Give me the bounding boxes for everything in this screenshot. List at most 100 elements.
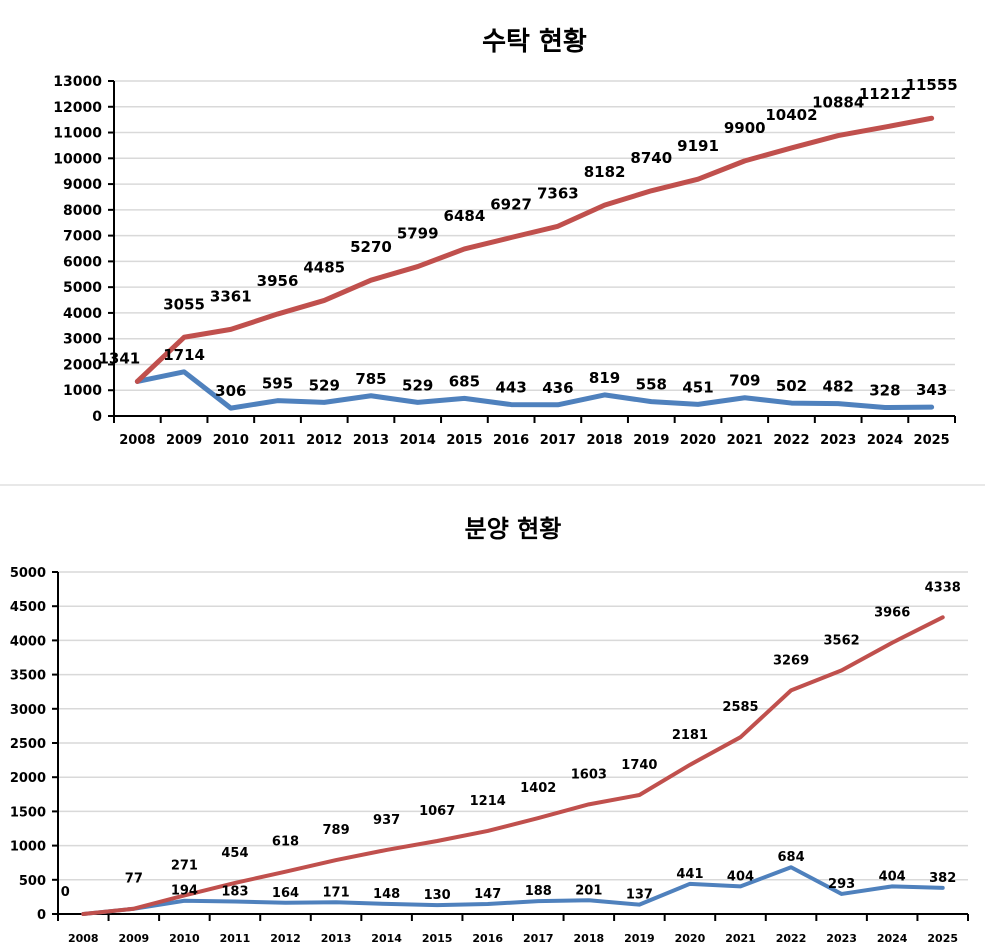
data-label-red: 1740 — [621, 758, 657, 773]
chart-title: 수탁 현황 — [482, 27, 587, 57]
data-label-red: 1402 — [520, 781, 556, 796]
x-tick-label: 2018 — [586, 433, 622, 448]
y-tick-label: 6000 — [63, 254, 102, 270]
x-tick-label: 2011 — [220, 932, 251, 945]
y-tick-label: 2000 — [10, 771, 46, 786]
data-label-red: 5270 — [350, 238, 392, 256]
y-tick-label: 5000 — [10, 566, 46, 581]
data-label-red: 1067 — [419, 804, 455, 819]
chart-title: 분양 현황 — [465, 515, 562, 543]
data-label-red: 10402 — [765, 106, 817, 124]
x-tick-label: 2020 — [680, 433, 716, 448]
data-label-red: 271 — [171, 858, 198, 873]
y-tick-label: 4000 — [10, 634, 46, 649]
y-tick-label: 3500 — [10, 669, 46, 684]
x-tick-label: 2024 — [867, 433, 903, 448]
x-tick-label: 2024 — [877, 932, 908, 945]
x-tick-label: 2008 — [119, 433, 155, 448]
data-label-red: 5799 — [397, 225, 439, 243]
data-label-blue: 451 — [682, 378, 713, 396]
x-tick-label: 2017 — [523, 932, 554, 945]
data-label-red: 1341 — [98, 349, 140, 367]
data-label-blue: 441 — [676, 867, 703, 882]
data-label-red: 2181 — [672, 728, 708, 743]
data-label-blue: 709 — [729, 372, 760, 390]
x-tick-label: 2010 — [169, 932, 200, 945]
y-tick-label: 12000 — [53, 100, 102, 116]
data-label-red: 7363 — [537, 184, 579, 202]
x-tick-label: 2009 — [166, 433, 202, 448]
x-tick-label: 2019 — [624, 932, 655, 945]
data-label-blue: 684 — [777, 850, 804, 865]
data-label-red: 11555 — [906, 76, 958, 94]
data-label-blue: 819 — [589, 369, 620, 387]
data-label-blue: 147 — [474, 887, 501, 902]
y-tick-label: 1500 — [10, 805, 46, 820]
data-label-blue: 529 — [309, 376, 340, 394]
y-tick-label: 0 — [92, 409, 102, 425]
y-tick-label: 3000 — [63, 332, 102, 348]
x-tick-label: 2015 — [446, 433, 482, 448]
x-tick-label: 2014 — [400, 433, 436, 448]
data-label-blue: 130 — [424, 888, 451, 903]
data-label-blue: 558 — [636, 376, 667, 394]
data-label-blue: 188 — [525, 884, 552, 899]
data-label-red: 1603 — [571, 767, 607, 782]
x-tick-label: 2017 — [540, 433, 576, 448]
data-label-red: 6927 — [490, 195, 532, 213]
data-label-blue: 482 — [823, 378, 854, 396]
y-tick-label: 0 — [37, 908, 46, 923]
data-label-blue: 785 — [355, 370, 386, 388]
data-label-blue: 194 — [171, 884, 198, 899]
data-label-blue: 328 — [869, 382, 900, 400]
data-label-red: 3562 — [824, 633, 860, 648]
data-label-blue: 443 — [495, 379, 526, 397]
x-tick-label: 2020 — [675, 932, 706, 945]
data-label-red: 9900 — [724, 119, 766, 137]
data-label-red: 0 — [61, 885, 70, 900]
x-tick-label: 2022 — [773, 433, 809, 448]
data-label-blue: 201 — [575, 883, 602, 898]
data-label-red: 937 — [373, 813, 400, 828]
series-line-red — [134, 115, 935, 384]
data-label-blue: 183 — [221, 884, 248, 899]
x-tick-label: 2025 — [927, 932, 958, 945]
data-label-blue: 685 — [449, 372, 480, 390]
x-tick-label: 2012 — [270, 932, 301, 945]
data-label-red: 3269 — [773, 653, 809, 668]
x-tick-label: 2025 — [914, 433, 950, 448]
y-tick-label: 1000 — [63, 383, 102, 399]
x-tick-label: 2023 — [820, 433, 856, 448]
data-label-red: 1214 — [470, 794, 506, 809]
data-label-red: 10884 — [812, 94, 864, 112]
y-tick-label: 11000 — [53, 126, 102, 142]
x-tick-label: 2009 — [119, 932, 150, 945]
x-tick-label: 2016 — [493, 433, 529, 448]
y-tick-label: 2500 — [10, 737, 46, 752]
x-tick-label: 2013 — [353, 433, 389, 448]
data-label-red: 9191 — [677, 137, 719, 155]
y-tick-label: 9000 — [63, 177, 102, 193]
data-label-blue: 148 — [373, 887, 400, 902]
data-label-blue: 529 — [402, 376, 433, 394]
y-tick-label: 5000 — [63, 280, 102, 296]
data-label-blue: 404 — [879, 869, 906, 884]
data-label-blue: 595 — [262, 375, 293, 393]
y-tick-label: 10000 — [53, 151, 102, 167]
data-label-red: 3055 — [163, 295, 205, 313]
data-label-red: 4338 — [925, 580, 961, 595]
data-label-red: 789 — [322, 823, 349, 838]
data-label-blue: 1714 — [163, 346, 205, 364]
data-label-red: 2585 — [722, 700, 758, 715]
data-label-red: 8740 — [630, 149, 672, 167]
x-tick-label: 2010 — [213, 433, 249, 448]
data-label-red: 4485 — [303, 258, 345, 276]
data-label-blue: 436 — [542, 379, 573, 397]
x-tick-label: 2018 — [574, 932, 605, 945]
y-tick-label: 4000 — [63, 306, 102, 322]
x-tick-label: 2008 — [68, 932, 99, 945]
data-label-blue: 343 — [916, 381, 947, 399]
x-tick-label: 2013 — [321, 932, 352, 945]
